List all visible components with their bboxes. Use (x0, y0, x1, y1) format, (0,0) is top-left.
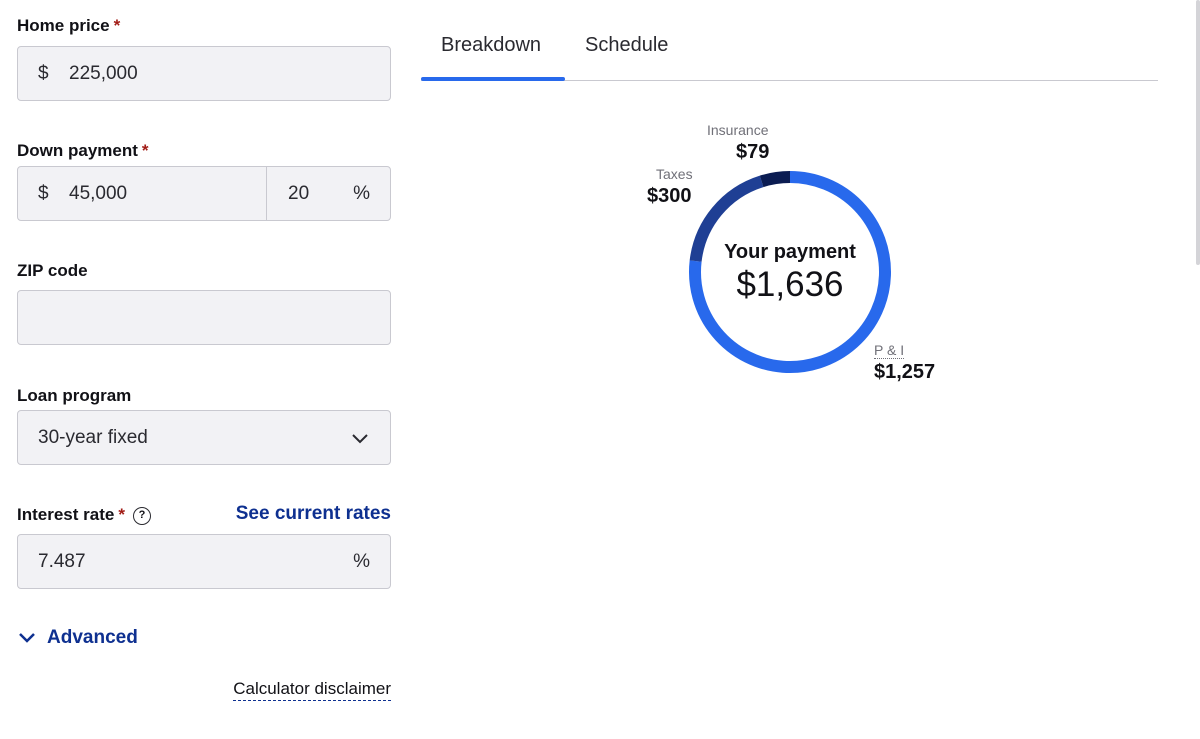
zip-code-input[interactable] (17, 290, 391, 345)
required-marker: * (141, 141, 149, 160)
insurance-label: Insurance (707, 122, 769, 138)
home-price-label-text: Home price (17, 16, 110, 35)
loan-program-selected: 30-year fixed (38, 427, 148, 448)
interest-rate-input[interactable]: 7.487 % (17, 534, 391, 589)
down-payment-percent-input[interactable]: 20 (288, 183, 310, 204)
principal-interest-amount: $1,257 (874, 361, 936, 383)
chevron-down-icon (19, 633, 35, 643)
zip-code-label: ZIP code (17, 261, 88, 280)
home-price-label: Home price * (17, 16, 120, 36)
required-marker: * (113, 16, 121, 35)
percent-suffix: % (353, 183, 370, 204)
interest-rate-value[interactable]: 7.487 (38, 551, 86, 572)
calculator-disclaimer-link[interactable]: Calculator disclaimer (233, 679, 391, 701)
loan-program-label: Loan program (17, 386, 132, 405)
down-payment-label-text: Down payment (17, 141, 138, 160)
help-icon[interactable]: ? (132, 507, 151, 525)
advanced-label: Advanced (47, 627, 138, 648)
total-payment-value: $1,636 (736, 265, 844, 304)
down-payment-field: $ 45,000 20 % (17, 166, 391, 221)
taxes-label: Taxes (656, 166, 693, 182)
active-tab-indicator (421, 77, 565, 81)
donut-segment-p-i (689, 171, 891, 373)
tabs-divider (421, 80, 1158, 81)
interest-rate-label-text: Interest rate (17, 505, 115, 524)
advanced-toggle[interactable]: Advanced (17, 627, 138, 649)
result-tabs: Breakdown Schedule (421, 0, 1158, 82)
currency-prefix: $ (38, 183, 49, 204)
your-payment-title: Your payment (724, 241, 856, 263)
tab-breakdown[interactable]: Breakdown (441, 34, 542, 56)
required-marker: * (118, 505, 125, 524)
principal-interest-label: P & I (874, 342, 905, 359)
tab-schedule[interactable]: Schedule (585, 34, 669, 56)
donut-segment-taxes (689, 175, 764, 262)
donut-segment-insurance (759, 171, 791, 188)
currency-prefix: $ (38, 63, 49, 84)
home-price-input[interactable]: $ 225,000 (17, 46, 391, 101)
field-divider (266, 167, 267, 220)
see-current-rates-link[interactable]: See current rates (235, 503, 391, 524)
taxes-amount: $300 (647, 185, 692, 207)
chevron-down-icon (352, 434, 368, 444)
percent-suffix: % (353, 551, 370, 572)
interest-rate-label: Interest rate *? (17, 505, 151, 525)
loan-program-select[interactable]: 30-year fixed (17, 410, 391, 465)
home-price-value[interactable]: 225,000 (69, 63, 138, 84)
down-payment-label: Down payment * (17, 141, 149, 161)
down-payment-amount-input[interactable]: 45,000 (69, 183, 128, 204)
scrollbar[interactable] (1196, 0, 1200, 265)
insurance-amount: $79 (736, 141, 770, 163)
